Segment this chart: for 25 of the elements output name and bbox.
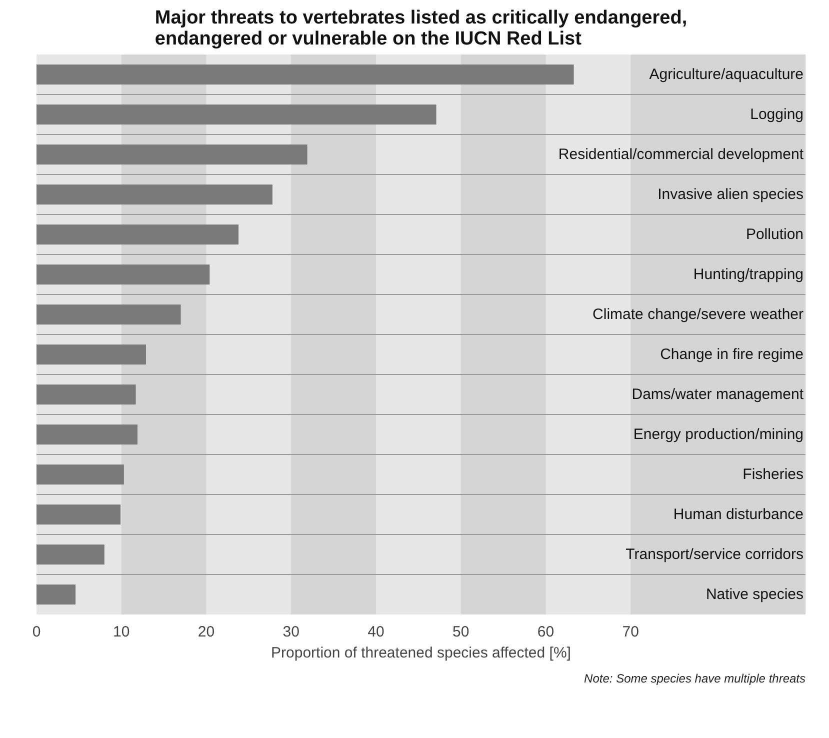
x-tick-label: 60 — [537, 624, 554, 640]
y-tick-label: Native species — [706, 586, 804, 603]
x-tick-label: 0 — [32, 624, 41, 640]
y-tick-label: Fisheries — [742, 466, 804, 483]
y-tick-label: Human disturbance — [673, 506, 804, 523]
x-tick-label: 10 — [113, 624, 130, 640]
y-tick-label: Pollution — [746, 226, 804, 243]
x-tick-label: 30 — [282, 624, 300, 640]
y-tick-label: Energy production/mining — [633, 426, 804, 443]
chart-title: Major threats to vertebrates listed as critically endangered, endangered or vulnerable on the IUCN Red List — [154, 8, 688, 50]
y-tick-label: Residential/commercial development — [558, 146, 804, 163]
text: Note: Some species have multiple threats — [584, 672, 806, 686]
y-tick-label: Change in fire regime — [660, 346, 804, 363]
y-tick-label: Invasive alien species — [658, 186, 804, 203]
y-tick-label: Hunting/trapping — [693, 266, 804, 283]
x-tick-label: 20 — [198, 624, 215, 640]
y-tick-label: Agriculture/aquaculture — [649, 66, 804, 83]
x-axis-title: Proportion of threatened species affected [%] — [271, 644, 571, 662]
x-tick-label: 50 — [452, 624, 470, 640]
y-tick-label: Transport/service corridors — [626, 546, 804, 563]
y-tick-label: Climate change/severe weather — [592, 306, 804, 323]
y-tick-label: Logging — [750, 106, 804, 123]
x-tick-label: 70 — [622, 624, 639, 640]
x-tick-label: 40 — [368, 624, 384, 640]
y-tick-label: Dams/water management — [632, 386, 804, 403]
